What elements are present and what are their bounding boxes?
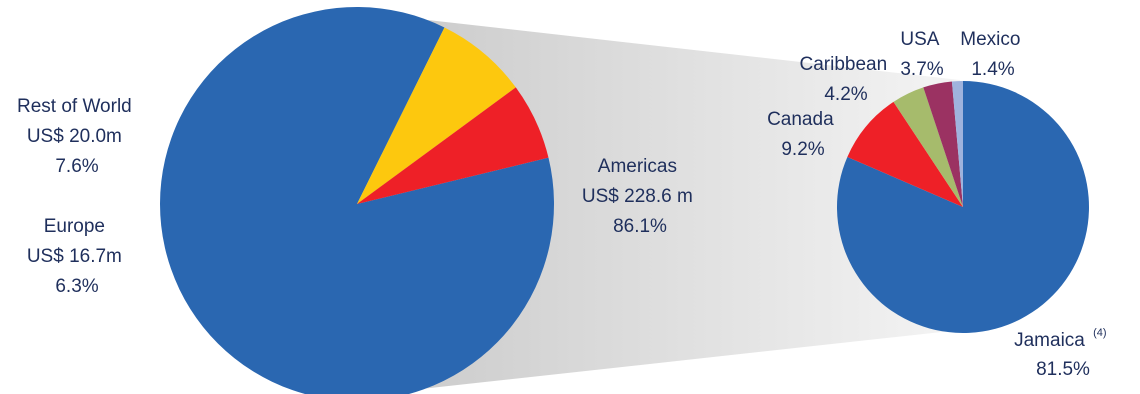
label-americas: Americas US$ 228.6 m 86.1% (582, 156, 698, 237)
slice-mexico (951, 81, 963, 207)
slice-jamaica (836, 81, 1089, 333)
americas-breakdown-pie (836, 81, 1089, 333)
slice-americas (160, 7, 555, 394)
label-caribbean: Caribbean 4.2% (800, 54, 893, 105)
label-europe: Europe US$ 16.7m 6.3% (27, 216, 127, 297)
label-jamaica: Jamaica (4) 81.5% (1014, 320, 1112, 380)
label-canada: Canada 9.2% (767, 109, 839, 160)
label-mexico: Mexico 1.4% (960, 29, 1025, 80)
slice-rest-of-world (357, 27, 516, 205)
label-rest-of-world: Rest of World US$ 20.0m 7.6% (17, 96, 137, 177)
slice-usa (923, 81, 963, 207)
slice-canada (847, 101, 963, 207)
slice-europe (357, 87, 549, 204)
main-pie (160, 7, 555, 394)
slice-caribbean (893, 87, 963, 207)
label-usa: USA 3.7% (900, 29, 943, 80)
